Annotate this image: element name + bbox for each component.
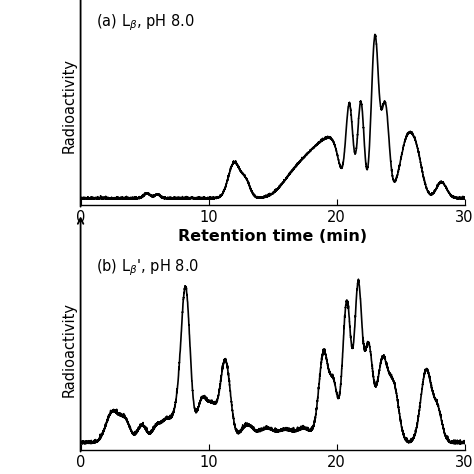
Y-axis label: Radioactivity: Radioactivity [62,58,76,153]
Text: (a) L$_{\beta}$, pH 8.0: (a) L$_{\beta}$, pH 8.0 [96,13,195,33]
Text: (b) L$_{\beta}$', pH 8.0: (b) L$_{\beta}$', pH 8.0 [96,258,199,278]
Y-axis label: Radioactivity: Radioactivity [62,302,76,397]
X-axis label: Retention time (min): Retention time (min) [178,229,367,245]
